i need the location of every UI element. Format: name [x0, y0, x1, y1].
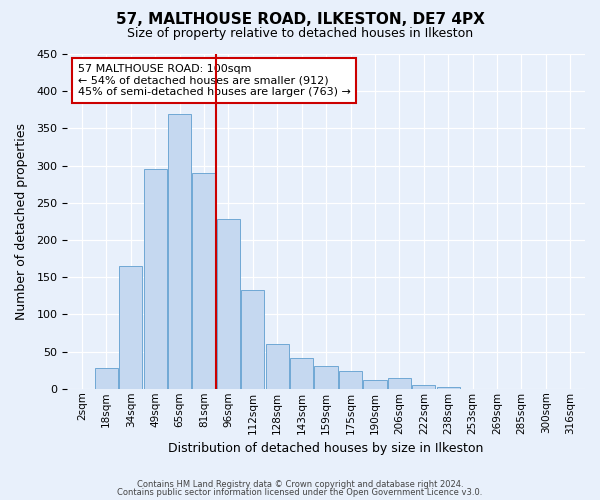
Bar — [437, 388, 460, 389]
Bar — [364, 380, 386, 389]
Bar — [193, 173, 215, 389]
Bar — [388, 378, 411, 389]
Text: Size of property relative to detached houses in Ilkeston: Size of property relative to detached ho… — [127, 28, 473, 40]
Bar — [217, 219, 240, 389]
X-axis label: Distribution of detached houses by size in Ilkeston: Distribution of detached houses by size … — [169, 442, 484, 455]
Bar — [168, 114, 191, 389]
Text: Contains public sector information licensed under the Open Government Licence v3: Contains public sector information licen… — [118, 488, 482, 497]
Bar — [314, 366, 338, 389]
Bar — [339, 371, 362, 389]
Text: 57 MALTHOUSE ROAD: 100sqm
← 54% of detached houses are smaller (912)
45% of semi: 57 MALTHOUSE ROAD: 100sqm ← 54% of detac… — [77, 64, 350, 97]
Text: 57, MALTHOUSE ROAD, ILKESTON, DE7 4PX: 57, MALTHOUSE ROAD, ILKESTON, DE7 4PX — [116, 12, 484, 28]
Bar — [143, 170, 167, 389]
Bar — [95, 368, 118, 389]
Bar — [412, 385, 436, 389]
Bar — [119, 266, 142, 389]
Bar — [290, 358, 313, 389]
Bar — [241, 290, 265, 389]
Text: Contains HM Land Registry data © Crown copyright and database right 2024.: Contains HM Land Registry data © Crown c… — [137, 480, 463, 489]
Y-axis label: Number of detached properties: Number of detached properties — [15, 123, 28, 320]
Bar — [266, 344, 289, 389]
